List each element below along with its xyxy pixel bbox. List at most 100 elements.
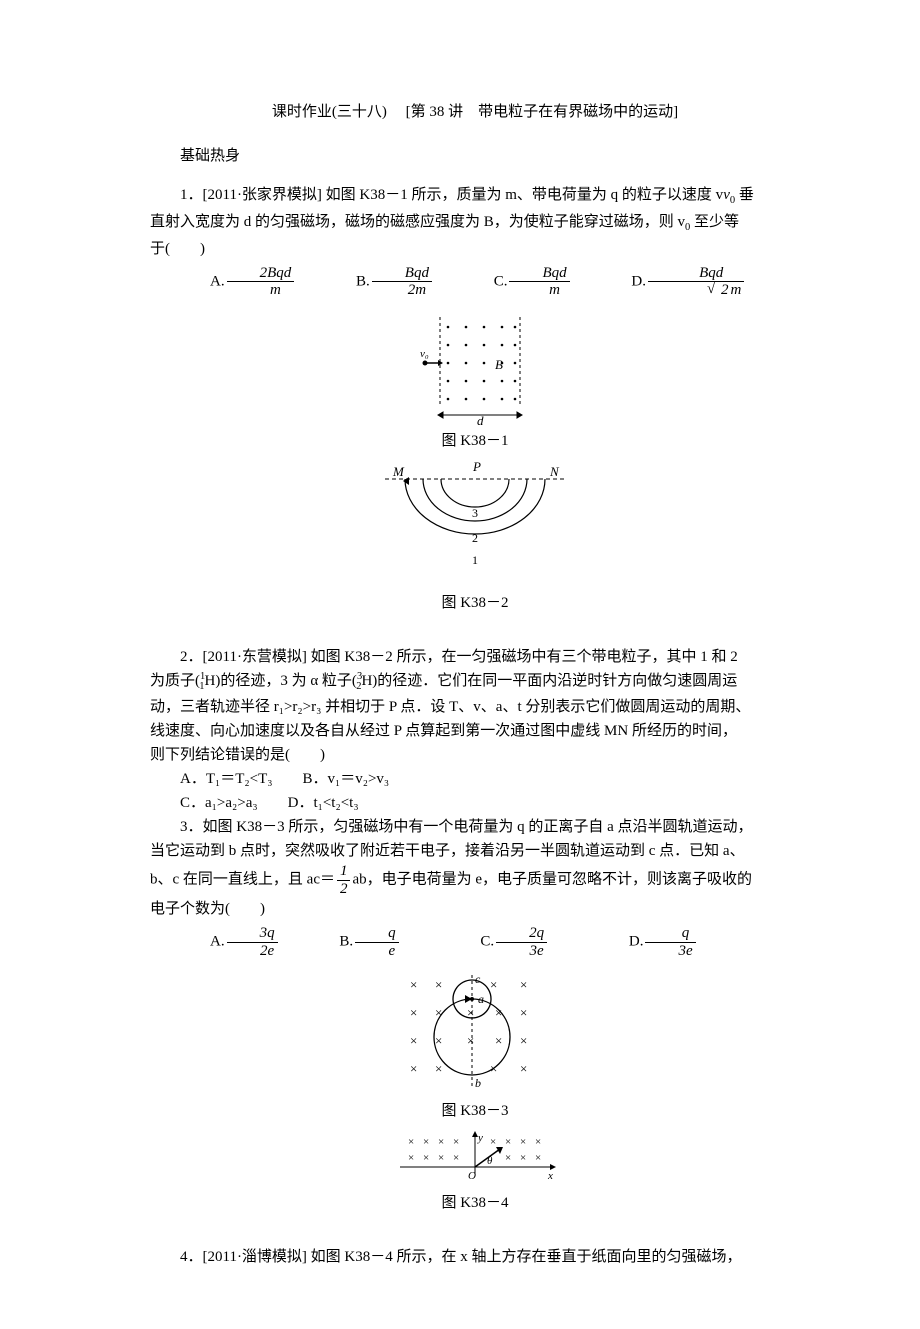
fig3-caption: 图 K38－3	[150, 1099, 800, 1123]
q1-B-label: B.	[356, 273, 370, 289]
q1-stem1: 1．[2011·张家界模拟] 如图 K38－1 所示，质量为 m、带电荷量为 q…	[180, 187, 723, 203]
svg-text:×: ×	[410, 1033, 417, 1048]
svg-text:×: ×	[505, 1152, 511, 1164]
q3-optD: D.q3e	[599, 925, 698, 959]
fig4-y: y	[477, 1132, 483, 1144]
q3-line2: 当它运动到 b 点时，突然吸收了附近若干电子，接着沿另一半圆轨道运动到 c 点．…	[150, 839, 800, 863]
fig1-svg: v₀ B d	[395, 307, 555, 427]
q3-optB: B.qe	[309, 925, 400, 959]
q1-tail1: 垂	[735, 187, 754, 203]
q1-line2: 直射入宽度为 d 的匀强磁场，磁场的磁感应强度为 B，为使粒子能穿过磁场，则 v…	[150, 210, 800, 237]
svg-text:×: ×	[453, 1152, 459, 1164]
q1-C-num: Bqd	[509, 265, 569, 283]
page-title: 课时作业(三十八) [第 38 讲 带电粒子在有界磁场中的运动]	[150, 100, 800, 124]
q1-A-den: m	[227, 282, 295, 299]
q3-C-den: 3e	[496, 943, 547, 960]
fig2-n3: 3	[472, 506, 478, 520]
fig2-P: P	[472, 459, 481, 474]
q1-optD: D.Bqd2m	[601, 265, 746, 299]
svg-text:×: ×	[438, 1136, 444, 1148]
title-left: 课时作业(三十八)	[272, 104, 387, 120]
fig3-b: b	[475, 1076, 481, 1090]
q3-s3b: ab，电子电荷量为 e，电子质量可忽略不计，则该离子吸收的	[352, 872, 752, 888]
q1-line3: 于( )	[150, 237, 800, 261]
svg-text:×: ×	[495, 1033, 502, 1048]
svg-text:×: ×	[520, 1136, 526, 1148]
q2-optsAB: A．T₁＝T₂<T₃ B．v₁＝v₂>v₃	[150, 767, 800, 791]
q3-options: A.3q2e B.qe C.2q3e D.q3e	[150, 925, 800, 959]
fig2-n2: 2	[472, 531, 478, 545]
svg-text:×: ×	[467, 1033, 474, 1048]
fig1-v0: v₀	[420, 348, 429, 360]
fig4-theta: θ	[487, 1155, 493, 1167]
q1-tail2: 至少等	[690, 214, 739, 230]
svg-text:×: ×	[453, 1136, 459, 1148]
svg-text:×: ×	[410, 1005, 417, 1020]
svg-text:×: ×	[423, 1136, 429, 1148]
fig1-B: B	[495, 357, 503, 372]
svg-text:×: ×	[408, 1152, 414, 1164]
svg-text:×: ×	[520, 977, 527, 992]
fig3-svg: ×××× ××××× ××××× ×××× a b c	[390, 967, 560, 1097]
q1-B-num: Bqd	[372, 265, 432, 283]
figure-k38-3: ×××× ××××× ××××× ×××× a b c 图 K38－3	[150, 967, 800, 1123]
fig2-caption: 图 K38－2	[150, 591, 800, 615]
q3-A-num: 3q	[227, 925, 278, 943]
q3-D-den: 3e	[645, 943, 695, 960]
q1-D-label: D.	[631, 273, 646, 289]
q2-s2b: H)的径迹，3 为 α 粒子(	[205, 673, 357, 689]
q1-optC: C.Bqdm	[464, 265, 572, 299]
svg-text:×: ×	[520, 1005, 527, 1020]
q1-D-num: Bqd	[648, 265, 744, 283]
svg-text:×: ×	[520, 1061, 527, 1076]
fig1-d: d	[477, 413, 484, 427]
fig2-svg: P M N 3 2 1	[375, 459, 575, 589]
q2-D: D．t₁<t₂<t₃	[288, 795, 359, 811]
q3-B-den: e	[355, 943, 399, 960]
q1-B-den: 2m	[372, 282, 432, 299]
figure-k38-2: P M N 3 2 1 图 K38－2	[150, 459, 800, 615]
title-right: [第 38 讲 带电粒子在有界磁场中的运动]	[406, 104, 679, 120]
svg-text:×: ×	[408, 1136, 414, 1148]
fig4-caption: 图 K38－4	[150, 1191, 800, 1215]
q2-line4: 线速度、向心加速度以及各自从经过 P 点算起到第一次通过图中虚线 MN 所经历的…	[150, 719, 800, 743]
q2-C: C．a₁>a₂>a₃	[180, 795, 258, 811]
q3-C-label: C.	[480, 934, 494, 950]
svg-text:×: ×	[435, 977, 442, 992]
q3-s3den: 2	[337, 881, 351, 898]
q3-D-label: D.	[629, 934, 644, 950]
q3-B-num: q	[355, 925, 399, 943]
q1-stem2: 直射入宽度为 d 的匀强磁场，磁场的磁感应强度为 B，为使粒子能穿过磁场，则 v	[150, 214, 685, 230]
q2-optsCD: C．a₁>a₂>a₃ D．t₁<t₂<t₃	[150, 791, 800, 815]
q3-C-num: 2q	[496, 925, 547, 943]
svg-text:×: ×	[490, 977, 497, 992]
q3-line4: 电子个数为( )	[150, 897, 800, 921]
svg-text:×: ×	[490, 1136, 496, 1148]
svg-text:×: ×	[520, 1152, 526, 1164]
fig3-c: c	[475, 972, 481, 986]
figure-k38-4: ×××× ×××× ×××× ××× y x O θ 图 K38－4	[150, 1129, 800, 1215]
svg-text:×: ×	[423, 1152, 429, 1164]
svg-text:×: ×	[535, 1152, 541, 1164]
q1-A-label: A.	[210, 273, 225, 289]
q2-line1: 2．[2011·东营模拟] 如图 K38－2 所示，在一匀强磁场中有三个带电粒子…	[150, 645, 800, 669]
q3-line1: 3．如图 K38－3 所示，匀强磁场中有一个电荷量为 q 的正离子自 a 点沿半…	[150, 815, 800, 839]
q1-optB: B.Bqd2m	[326, 265, 434, 299]
q2-line2: 为质子(11H)的径迹，3 为 α 粒子(32H)的径迹．它们在同一平面内沿逆时…	[150, 669, 800, 696]
q2-s2a: 为质子(	[150, 673, 200, 689]
fig4-svg: ×××× ×××× ×××× ××× y x O θ	[390, 1129, 560, 1189]
svg-text:×: ×	[435, 1033, 442, 1048]
q3-line3: b、c 在同一直线上，且 ac＝12ab，电子电荷量为 e，电子质量可忽略不计，…	[150, 863, 800, 897]
svg-text:×: ×	[410, 1061, 417, 1076]
q1-options: A.2Bqdm B.Bqd2m C.Bqdm D.Bqd2m	[150, 265, 800, 299]
q2-line5: 则下列结论错误的是( )	[150, 743, 800, 767]
fig4-O: O	[468, 1170, 476, 1182]
fig1-caption: 图 K38－1	[150, 429, 800, 453]
fig2-N: N	[549, 464, 560, 479]
q3-optA: A.3q2e	[180, 925, 280, 959]
fig2-n1: 1	[472, 553, 478, 567]
q2-B: B．v₁＝v₂>v₃	[302, 771, 389, 787]
fig3-a: a	[478, 992, 484, 1006]
q2-line3: 动，三者轨迹半径 r₁>r₂>r₃ 并相切于 P 点．设 T、v、a、t 分别表…	[150, 695, 800, 719]
q3-optC: C.2q3e	[450, 925, 549, 959]
